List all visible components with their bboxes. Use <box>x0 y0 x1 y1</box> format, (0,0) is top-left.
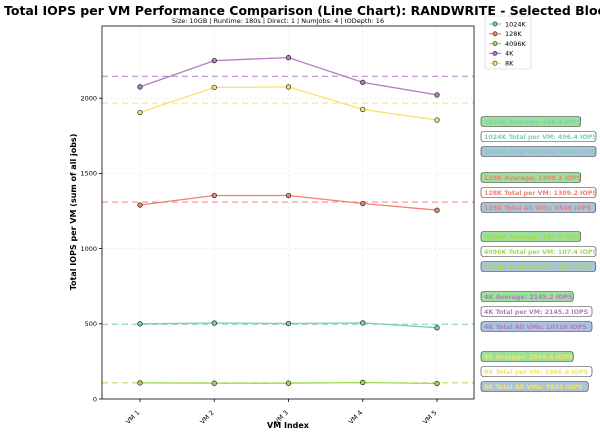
annotation-text: 4K Average: 2145.2 IOPS <box>484 294 573 301</box>
annotation-text: 1024K Average: 496.4 IOPS <box>484 119 582 126</box>
annotation-box <box>480 366 593 377</box>
legend-marker <box>492 60 498 66</box>
y-axis-label: Total IOPS per VM (sum of all jobs) <box>69 134 78 291</box>
legend-box <box>484 15 532 70</box>
x-axis-label: VM Index <box>267 421 310 430</box>
chart-title: Total IOPS per VM Performance Comparison… <box>4 3 600 18</box>
data-point <box>285 192 292 199</box>
legend-marker <box>492 41 498 46</box>
annotation-text: 4K Total All VMs: 10726 IOPS <box>484 324 587 331</box>
data-point <box>434 92 440 98</box>
data-point <box>211 320 217 326</box>
annotation-box <box>480 321 593 332</box>
data-point <box>211 57 217 64</box>
annotation-text: 4096K Total All VMs: 537 IOPS <box>484 264 592 271</box>
legend-label: 8K <box>505 60 514 68</box>
x-tick-label: VM 5 <box>421 409 438 426</box>
data-point <box>360 320 366 326</box>
legend-marker <box>492 51 498 56</box>
legend-label: 128K <box>505 30 522 38</box>
data-point <box>285 320 292 327</box>
y-axis-ticks: 0 500 1000 1500 2000 <box>80 94 102 403</box>
legend-label: 1024K <box>505 20 527 28</box>
annotation-text: 128K Total per VM: 1309.2 IOPS <box>484 190 597 197</box>
data-point <box>137 202 143 208</box>
annotation-box <box>480 291 574 302</box>
grid <box>102 26 474 400</box>
data-point <box>211 380 217 386</box>
y-tick-label: 2000 <box>80 94 97 102</box>
annotation-box <box>480 246 597 257</box>
x-tick-label: VM 1 <box>124 409 141 426</box>
legend-marker <box>492 21 498 27</box>
y-tick-label: 500 <box>85 320 97 328</box>
data-point <box>434 325 440 331</box>
data-point <box>137 380 143 386</box>
annotation-text: 4096K Total per VM: 107.4 IOPS <box>484 249 597 256</box>
annotation-box <box>480 261 597 272</box>
data-point <box>360 379 366 386</box>
annotation-box <box>480 231 582 242</box>
average-lines <box>102 75 474 384</box>
annotation-text: 8K Average: 1966.6 IOPS <box>484 354 573 361</box>
annotation-text: 4K Total per VM: 2145.2 IOPS <box>484 309 589 316</box>
data-point <box>434 207 440 213</box>
data-point <box>360 79 366 86</box>
y-tick-label: 1500 <box>80 170 97 178</box>
data-point <box>211 192 217 199</box>
legend: 1024K 128K 4096K 4K 8K <box>484 15 532 70</box>
y-tick-label: 0 <box>93 395 97 403</box>
annotation-box <box>480 187 597 198</box>
x-tick-label: VM 4 <box>347 409 364 426</box>
data-point <box>434 117 440 123</box>
plot-area <box>101 25 475 400</box>
x-tick-label: VM 2 <box>199 409 216 426</box>
legend-label: 4K <box>505 50 514 58</box>
annotation-text: 8K Total All VMs: 9833 IOPS <box>484 384 583 391</box>
data-point <box>285 84 292 90</box>
annotation-text: 128K Average: 1309.2 IOPS <box>484 175 582 182</box>
annotation-text: 1024K Total All VMs: 2482 IOPS <box>484 149 596 156</box>
annotation-text: 4096K Average: 107.4 IOPS <box>484 234 582 241</box>
legend-marker <box>492 31 498 37</box>
annotation-box <box>480 131 597 142</box>
annotations: 1024K Average: 496.4 IOPS 1024K Total per… <box>480 116 597 392</box>
chart-subtitle: Size: 10GB | Runtime: 180s | Direct: 1 |… <box>172 17 384 25</box>
annotation-box <box>480 146 597 157</box>
data-point <box>360 106 366 113</box>
y-tick-label: 1000 <box>80 245 97 253</box>
data-point <box>137 84 143 90</box>
annotation-text: 128K Total All VMs: 6546 IOPS <box>484 205 592 212</box>
annotation-box <box>480 351 574 362</box>
data-point <box>137 321 143 327</box>
data-point <box>285 54 292 61</box>
data-point <box>360 200 366 207</box>
annotation-text: 1024K Total per VM: 496.4 IOPS <box>484 134 597 141</box>
data-point <box>285 380 292 386</box>
data-point <box>211 84 217 91</box>
annotation-box <box>480 381 589 392</box>
legend-label: 4096K <box>505 40 527 48</box>
annotation-box <box>480 202 597 213</box>
data-point <box>137 109 143 116</box>
annotation-box <box>480 172 582 183</box>
data-points <box>137 54 440 387</box>
annotation-box <box>480 116 582 127</box>
data-point <box>434 380 440 387</box>
annotation-box <box>480 306 593 317</box>
annotation-text: 8K Total per VM: 1966.6 IOPS <box>484 369 589 376</box>
